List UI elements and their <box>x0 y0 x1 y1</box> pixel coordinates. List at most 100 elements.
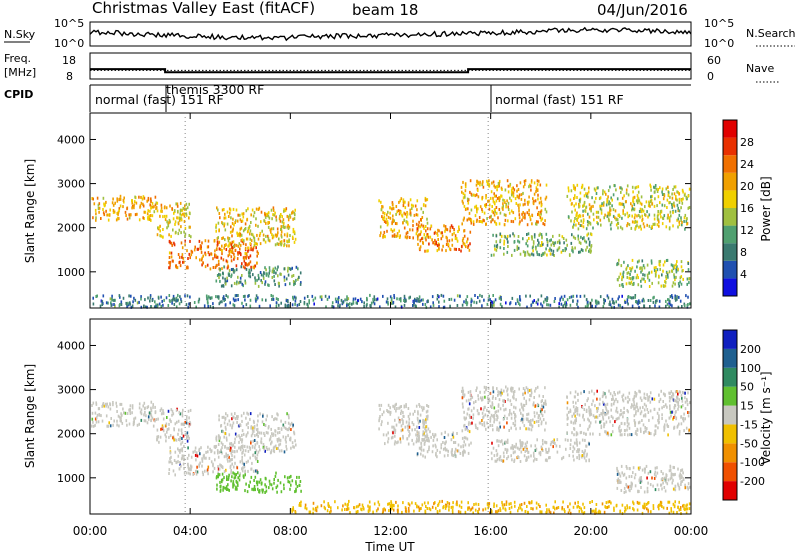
heatmap-cell <box>119 295 121 299</box>
heatmap-cell <box>252 233 254 237</box>
heatmap-cell <box>541 235 543 238</box>
heatmap-cell <box>515 398 517 402</box>
heatmap-cell <box>535 458 538 461</box>
heatmap-cell <box>386 229 388 233</box>
heatmap-cell <box>462 405 464 409</box>
heatmap-cell <box>611 398 613 401</box>
heatmap-cell <box>626 428 628 432</box>
heatmap-cell <box>328 295 330 299</box>
heatmap-cell <box>633 195 636 199</box>
heatmap-cell <box>512 191 514 195</box>
heatmap-cell <box>229 230 232 234</box>
heatmap-cell <box>420 223 423 227</box>
heatmap-cell <box>438 295 440 299</box>
heatmap-cell <box>285 440 287 444</box>
heatmap-cell <box>416 437 418 441</box>
heatmap-cell <box>637 302 639 306</box>
heatmap-cell <box>514 416 516 420</box>
heatmap-cell <box>640 227 642 231</box>
heatmap-cell <box>576 450 578 453</box>
heatmap-cell <box>531 222 533 226</box>
freq-panel: Freq. [MHz] 18 8 60 0 Nave <box>4 52 780 83</box>
heatmap-cell <box>485 222 487 226</box>
heatmap-cell <box>603 392 605 396</box>
heatmap-cell <box>682 504 684 508</box>
heatmap-cell <box>254 443 257 447</box>
heatmap-cell <box>530 184 532 188</box>
heatmap-cell <box>658 414 660 418</box>
heatmap-cell <box>239 280 241 284</box>
heatmap-cell <box>291 303 294 307</box>
heatmap-cell <box>674 298 677 302</box>
heatmap-cell <box>288 244 290 248</box>
heatmap-cell <box>386 220 389 224</box>
heatmap-cell <box>494 185 496 189</box>
heatmap-cell <box>496 387 498 391</box>
heatmap-cell <box>569 408 572 412</box>
heatmap-cell <box>578 198 581 202</box>
heatmap-cell <box>506 416 508 420</box>
heatmap-cell <box>91 424 93 428</box>
heatmap-cell <box>280 213 282 216</box>
heatmap-cell <box>610 221 613 225</box>
heatmap-cell <box>616 218 619 222</box>
heatmap-cell <box>594 404 596 408</box>
heatmap-cell <box>558 246 561 250</box>
heatmap-cell <box>666 506 668 510</box>
heatmap-cell <box>464 436 467 440</box>
heatmap-cell <box>470 297 473 301</box>
heatmap-cell <box>120 402 123 406</box>
heatmap-cell <box>250 248 252 252</box>
heatmap-cell <box>184 232 187 236</box>
heatmap-cell <box>512 446 514 450</box>
heatmap-cell <box>570 189 573 193</box>
heatmap-cell <box>218 418 220 422</box>
heatmap-cell <box>687 411 689 414</box>
heatmap-cell <box>655 474 657 478</box>
heatmap-cell <box>638 225 640 229</box>
heatmap-cell <box>369 508 371 512</box>
heatmap-cell <box>503 455 505 459</box>
heatmap-cell <box>226 222 229 226</box>
heatmap-cell <box>591 402 593 406</box>
heatmap-cell <box>567 189 570 193</box>
heatmap-cell <box>469 242 471 246</box>
heatmap-cell <box>625 465 628 468</box>
heatmap-cell <box>218 240 221 244</box>
heatmap-cell <box>379 305 381 309</box>
heatmap-cell <box>647 481 649 485</box>
heatmap-cell <box>346 295 348 299</box>
heatmap-cell <box>405 405 407 409</box>
heatmap-cell <box>642 209 645 213</box>
heatmap-cell <box>678 201 681 204</box>
heatmap-cell <box>669 210 672 214</box>
heatmap-cell <box>241 274 243 277</box>
heatmap-cell <box>237 294 239 297</box>
heatmap-cell <box>149 217 151 221</box>
heatmap-cell <box>513 393 515 397</box>
heatmap-cell <box>599 207 602 211</box>
heatmap-cell <box>181 440 184 444</box>
heatmap-cell <box>427 437 430 441</box>
heatmap-cell <box>631 258 634 262</box>
heatmap-cell <box>460 445 462 449</box>
heatmap-cell <box>642 264 645 268</box>
heatmap-cell <box>642 273 644 277</box>
heatmap-cell <box>619 433 622 437</box>
heatmap-cell <box>549 303 552 307</box>
heatmap-cell <box>666 302 669 306</box>
heatmap-cell <box>589 432 591 436</box>
heatmap-cell <box>552 249 555 253</box>
heatmap-cell <box>597 222 599 226</box>
heatmap-cell <box>182 408 184 412</box>
heatmap-cell <box>494 220 496 224</box>
heatmap-cell <box>172 297 175 301</box>
heatmap-cell <box>632 296 635 300</box>
heatmap-cell <box>490 451 493 455</box>
heatmap-cell <box>564 247 567 251</box>
heatmap-cell <box>292 217 294 221</box>
heatmap-cell <box>213 239 216 242</box>
heatmap-cell <box>416 199 419 203</box>
heatmap-cell <box>485 203 488 206</box>
heatmap-cell <box>455 455 457 459</box>
